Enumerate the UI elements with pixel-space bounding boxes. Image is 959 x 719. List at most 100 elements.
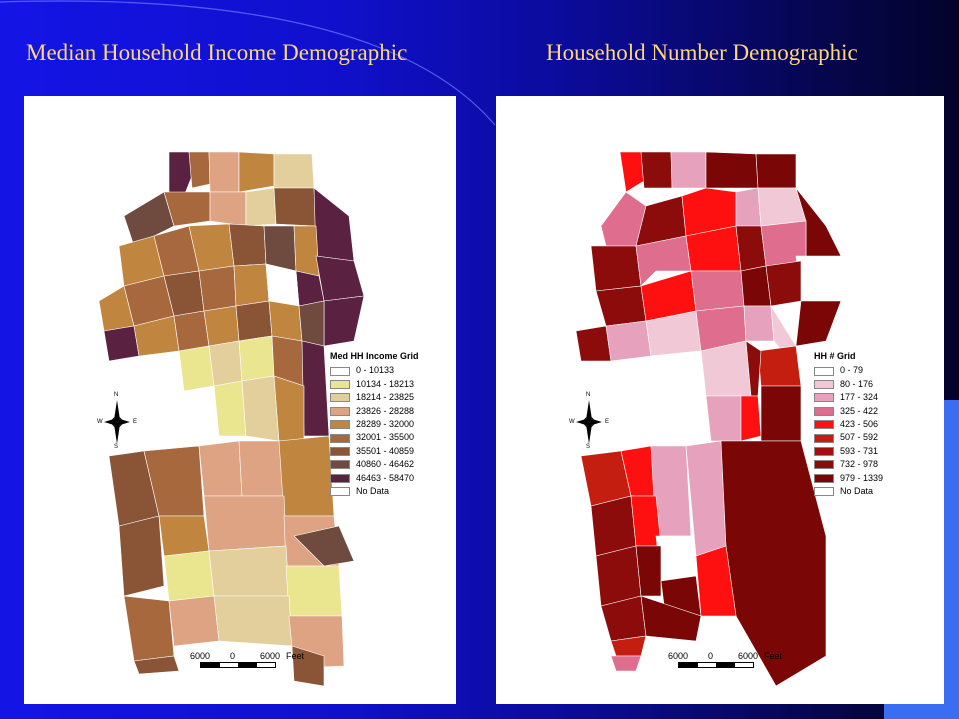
hh-tract: [690, 270, 745, 312]
households-legend-label: 732 - 978: [840, 459, 879, 470]
income-legend: Med HH Income Grid 0 - 10133 10134 - 1821…: [330, 350, 419, 498]
income-tract: [188, 151, 211, 189]
scale-label: 6000: [738, 651, 759, 661]
scale-label: 6000: [668, 651, 689, 661]
income-tract: [315, 255, 365, 302]
income-legend-row: 10134 - 18213: [330, 378, 419, 391]
income-tract: [168, 151, 193, 197]
hh-tract: [610, 655, 642, 672]
income-legend-row: 32001 - 35500: [330, 431, 419, 444]
income-tract: [273, 375, 305, 442]
income-tract: [208, 340, 243, 387]
hh-tract: [735, 187, 762, 227]
income-legend-label: 35501 - 40859: [356, 445, 415, 456]
income-legend-label: 40860 - 46462: [356, 459, 415, 470]
income-legend-swatch: [330, 420, 350, 430]
households-legend-row: 507 - 592: [814, 431, 883, 444]
income-tract: [268, 300, 303, 342]
income-legend-swatch: [330, 460, 350, 470]
households-map-panel: HH # Grid 0 - 79 80 - 176 177 - 324 325 - 4…: [496, 96, 944, 704]
income-legend-row: 40860 - 46462: [330, 458, 419, 471]
hh-tract: [705, 395, 742, 442]
accent-bar-bottom: [884, 700, 959, 719]
north-arrow-right: N W E S: [569, 392, 610, 450]
income-legend-row: 23826 - 28288: [330, 405, 419, 418]
scale-label: Feet: [764, 651, 783, 661]
households-legend-row: 177 - 324: [814, 391, 883, 404]
households-legend-label: 80 - 176: [840, 378, 874, 389]
scale-label: 0: [708, 651, 714, 661]
scale-label: 6000: [190, 651, 211, 661]
households-legend-label: 177 - 324: [840, 392, 879, 403]
income-legend-label: 46463 - 58470: [356, 472, 415, 483]
compass-e-label: E: [133, 419, 138, 425]
households-legend-label: 507 - 592: [840, 432, 879, 443]
households-legend-row: 0 - 79: [814, 364, 883, 377]
income-tract: [291, 645, 325, 687]
hh-tract: [685, 440, 727, 557]
hh-tract: [700, 340, 752, 397]
income-legend-label: No Data: [356, 486, 390, 497]
income-legend-label: 0 - 10133: [356, 365, 395, 376]
income-tract: [263, 225, 297, 272]
income-legend-swatch: [330, 380, 350, 390]
income-legend-label: 23826 - 28288: [356, 405, 415, 416]
hh-tract: [795, 300, 842, 347]
income-legend-swatch: [330, 473, 350, 483]
income-tract: [208, 545, 290, 597]
households-legend-label: 0 - 79: [840, 365, 864, 376]
households-legend-label: 593 - 731: [840, 445, 879, 456]
hh-tract: [635, 545, 662, 597]
households-legend-swatch: [814, 487, 834, 497]
income-tract: [213, 595, 293, 647]
income-tract: [293, 525, 355, 567]
income-tract: [293, 225, 320, 277]
compass-n-label: N: [114, 392, 119, 398]
income-legend-swatch: [330, 433, 350, 443]
income-tract: [238, 440, 285, 497]
income-legend-swatch: [330, 447, 350, 457]
left-map-title: Median Household Income Demographic: [26, 40, 408, 65]
income-legend-swatch: [330, 487, 350, 497]
income-tract: [198, 440, 243, 497]
households-legend-swatch: [814, 420, 834, 430]
income-tract: [313, 187, 355, 262]
income-legend-label: 32001 - 35500: [356, 432, 415, 443]
hh-tract: [650, 350, 707, 397]
scale-label: 0: [230, 651, 236, 661]
hh-tract: [760, 385, 802, 442]
income-tract: [301, 340, 330, 437]
hh-tract: [720, 440, 827, 687]
north-arrow-left: N W E S: [97, 392, 138, 450]
households-legend-row: 732 - 978: [814, 458, 883, 471]
income-tract: [173, 310, 210, 352]
income-tract: [235, 300, 273, 342]
households-legend-row: 979 - 1339: [814, 472, 883, 485]
income-tract: [273, 153, 315, 189]
income-tract: [273, 187, 317, 227]
income-legend-row: 0 - 10133: [330, 364, 419, 377]
households-legend-label: 979 - 1339: [840, 472, 884, 483]
compass-e-label: E: [605, 419, 610, 425]
income-tract: [323, 295, 365, 347]
scale-label: 6000: [260, 651, 281, 661]
hh-tract: [635, 235, 692, 287]
right-map-title: Household Number Demographic: [546, 40, 858, 65]
compass-w-label: W: [569, 419, 575, 425]
households-legend-swatch: [814, 406, 834, 416]
hh-tract: [670, 151, 707, 189]
income-tract: [198, 265, 237, 312]
households-legend: HH # Grid 0 - 79 80 - 176 177 - 324 325 - 4…: [814, 350, 883, 498]
households-legend-swatch: [814, 433, 834, 443]
income-legend-row: 18214 - 23825: [330, 391, 419, 404]
households-legend-row: 325 - 422: [814, 405, 883, 418]
households-legend-row: 593 - 731: [814, 445, 883, 458]
hh-tract: [765, 260, 802, 307]
households-legend-row: 423 - 506: [814, 418, 883, 431]
households-legend-row: 80 - 176: [814, 378, 883, 391]
income-map-panel: Med HH Income Grid 0 - 10133 10134 - 1821…: [24, 96, 456, 704]
income-tract: [238, 151, 275, 193]
income-tract: [241, 375, 280, 442]
income-tract: [178, 345, 215, 392]
income-legend-swatch: [330, 406, 350, 416]
